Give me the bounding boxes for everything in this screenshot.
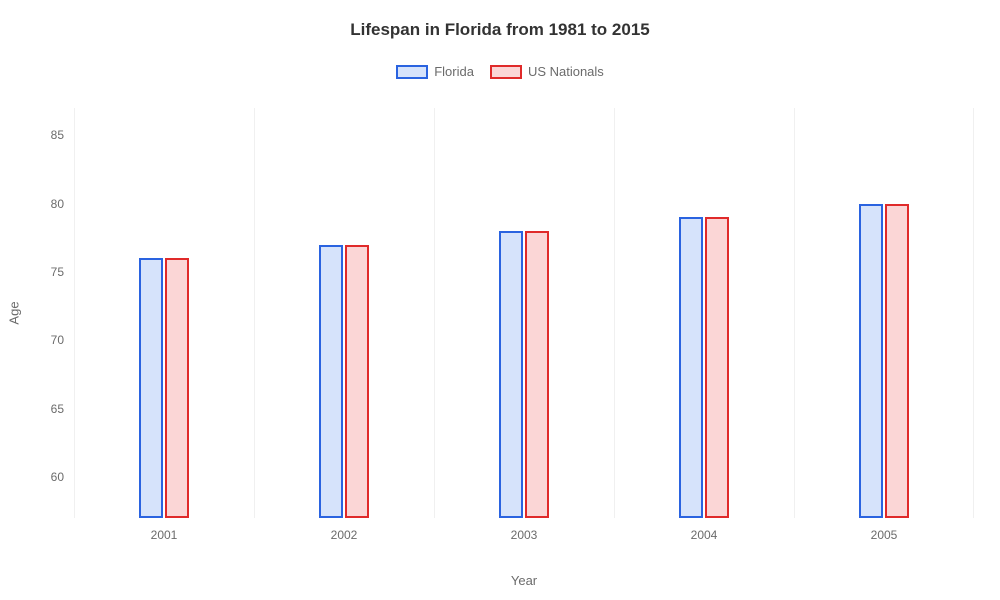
y-axis-title: Age <box>7 301 22 324</box>
gridline <box>794 108 795 518</box>
legend-swatch-florida <box>396 65 428 79</box>
bar[interactable] <box>165 258 189 518</box>
gridline <box>74 108 75 518</box>
gridline <box>614 108 615 518</box>
y-tick-label: 65 <box>51 402 64 416</box>
legend-item-us-nationals[interactable]: US Nationals <box>490 64 604 79</box>
plot-area: 20012002200320042005 <box>74 108 974 518</box>
bar[interactable] <box>525 231 549 518</box>
chart-title: Lifespan in Florida from 1981 to 2015 <box>0 0 1000 40</box>
gridline <box>254 108 255 518</box>
x-tick-label: 2004 <box>691 528 718 542</box>
legend-item-florida[interactable]: Florida <box>396 64 474 79</box>
x-tick-label: 2001 <box>151 528 178 542</box>
x-tick-label: 2005 <box>871 528 898 542</box>
bar[interactable] <box>345 245 369 518</box>
y-tick-label: 60 <box>51 470 64 484</box>
bar[interactable] <box>319 245 343 518</box>
bar[interactable] <box>859 204 883 518</box>
x-tick-label: 2003 <box>511 528 538 542</box>
y-tick-label: 70 <box>51 333 64 347</box>
chart-container: Lifespan in Florida from 1981 to 2015 Fl… <box>0 0 1000 600</box>
bar[interactable] <box>679 217 703 518</box>
y-tick-label: 80 <box>51 197 64 211</box>
x-axis-title: Year <box>511 573 537 588</box>
gridline <box>434 108 435 518</box>
bar[interactable] <box>885 204 909 518</box>
x-tick-label: 2002 <box>331 528 358 542</box>
y-tick-label: 85 <box>51 128 64 142</box>
legend-label-us-nationals: US Nationals <box>528 64 604 79</box>
legend-label-florida: Florida <box>434 64 474 79</box>
legend: Florida US Nationals <box>0 64 1000 79</box>
bar[interactable] <box>139 258 163 518</box>
gridline <box>973 108 974 518</box>
y-tick-label: 75 <box>51 265 64 279</box>
legend-swatch-us-nationals <box>490 65 522 79</box>
bar[interactable] <box>499 231 523 518</box>
bar[interactable] <box>705 217 729 518</box>
